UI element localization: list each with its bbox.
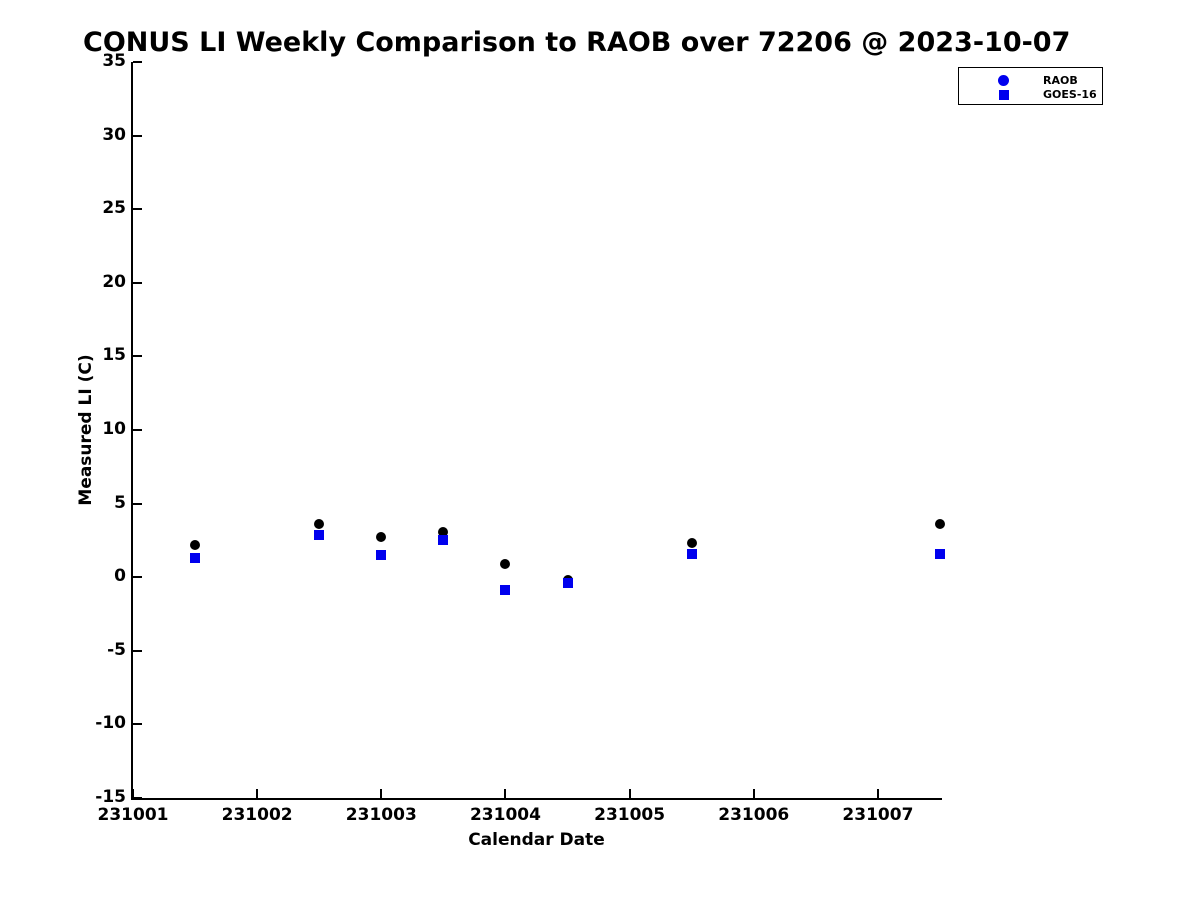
y-tick-label: 35 [102, 51, 126, 71]
y-tick-label: 15 [102, 345, 126, 366]
plot-area [133, 62, 940, 798]
goes16-data-point [314, 529, 325, 540]
x-tick-label: 231007 [842, 805, 914, 825]
y-tick-label: 25 [102, 198, 126, 219]
y-tick-label: 10 [102, 419, 126, 439]
x-tick-label: 231005 [594, 805, 666, 825]
y-tick [133, 355, 142, 358]
x-tick-label: 231006 [718, 805, 790, 825]
y-tick [133, 576, 142, 579]
legend-item-goes16: GOES-16 [959, 88, 1102, 102]
goes16-data-point [562, 578, 573, 589]
goes16-data-point [935, 548, 945, 559]
y-tick [133, 797, 142, 799]
y-tick-label: 20 [102, 271, 126, 292]
raob-legend-marker-icon [998, 75, 1009, 86]
y-tick [133, 61, 142, 63]
goes16-data-point [190, 553, 201, 564]
x-tick [628, 789, 631, 798]
legend: RAOB GOES-16 [958, 67, 1103, 105]
x-axis-line [131, 798, 942, 800]
x-tick [132, 789, 134, 798]
y-tick-label: -5 [107, 639, 126, 660]
x-tick [256, 789, 259, 798]
x-tick-label: 231001 [97, 805, 169, 825]
y-tick [133, 208, 142, 211]
legend-label-raob: RAOB [1043, 74, 1078, 87]
x-tick [752, 789, 755, 798]
goes16-data-point [500, 585, 511, 596]
x-tick-label: 231002 [221, 805, 293, 825]
y-tick [133, 281, 142, 284]
x-tick-label: 231004 [469, 805, 541, 825]
raob-data-point [438, 526, 449, 537]
raob-data-point [314, 519, 325, 530]
y-tick [133, 429, 142, 431]
y-tick [133, 134, 142, 137]
legend-label-goes16: GOES-16 [1043, 88, 1097, 101]
y-tick [133, 649, 142, 652]
x-tick [504, 789, 507, 798]
x-tick [876, 789, 879, 798]
raob-data-point [190, 539, 201, 550]
raob-data-point [935, 519, 945, 530]
x-axis-label: Calendar Date [468, 830, 605, 850]
y-axis-label: Measured LI (C) [76, 354, 96, 506]
y-tick [133, 723, 142, 726]
x-tick [380, 789, 383, 798]
x-tick-label: 231003 [345, 805, 417, 825]
goes16-legend-marker-icon [999, 90, 1009, 100]
raob-data-point [376, 532, 387, 543]
y-tick-label: 0 [114, 566, 126, 587]
raob-data-point [686, 538, 697, 549]
goes16-data-point [438, 535, 449, 546]
y-tick-label: 30 [102, 124, 126, 145]
y-tick-label: -15 [95, 787, 126, 807]
y-tick [133, 502, 142, 505]
y-tick-label: -10 [95, 713, 126, 734]
legend-item-raob: RAOB [959, 74, 1102, 88]
y-axis-line [131, 62, 133, 800]
chart-title: CONUS LI Weekly Comparison to RAOB over … [83, 27, 1071, 58]
y-tick-label: 5 [114, 492, 126, 513]
raob-data-point [500, 558, 511, 569]
goes16-data-point [686, 548, 697, 559]
goes16-data-point [376, 550, 387, 561]
